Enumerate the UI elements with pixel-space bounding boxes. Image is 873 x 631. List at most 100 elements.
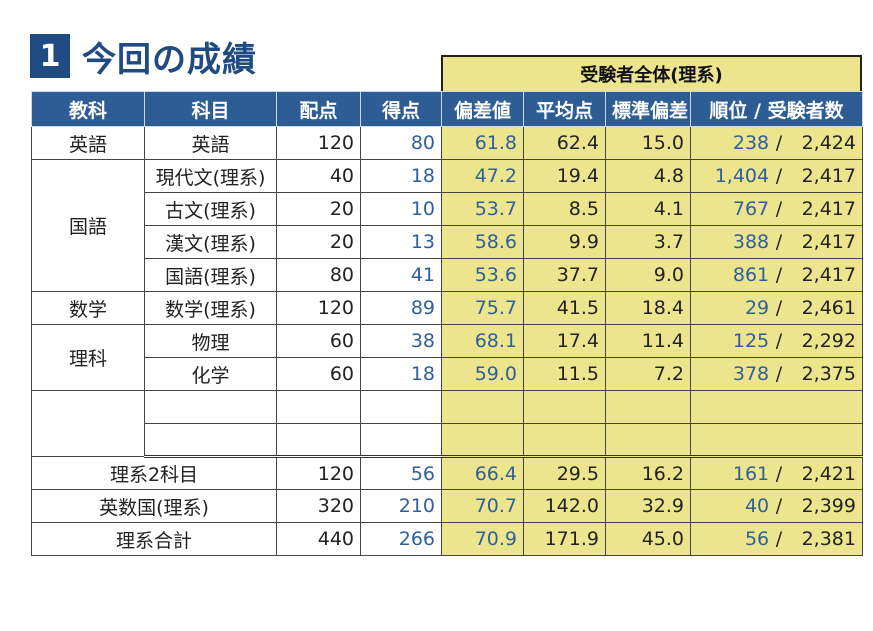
rank-value: 125 [732, 330, 770, 352]
rank-cell: 861 / 2,417 [690, 258, 863, 292]
average-cell: 171.9 [523, 522, 606, 556]
subject-cell: 理科 [31, 324, 145, 391]
course-cell: 英語 [144, 126, 277, 160]
examinee-count: 2,399 [801, 495, 856, 517]
deviation-cell: 47.2 [441, 159, 524, 193]
std-dev-cell: 45.0 [605, 522, 691, 556]
course-cell: 現代文(理系) [144, 159, 277, 193]
deviation-cell: 66.4 [441, 456, 524, 490]
col-score: 得点 [360, 91, 442, 127]
rank-cell: 40 / 2,399 [690, 489, 863, 523]
deviation-cell: 70.9 [441, 522, 524, 556]
section-number-badge: 1 [30, 34, 70, 78]
max-cell: 20 [276, 225, 361, 259]
total-label: 英数国(理系) [31, 489, 277, 523]
examinee-count: 2,421 [801, 462, 856, 485]
rank-cell: 388 / 2,417 [690, 225, 863, 259]
examinee-count: 2,461 [801, 297, 856, 319]
score-cell: 56 [360, 456, 442, 490]
max-cell: 120 [276, 126, 361, 160]
blank-cell [523, 390, 606, 424]
rank-value: 1,404 [714, 165, 770, 187]
rank-cell: 1,404 / 2,417 [690, 159, 863, 193]
rank-slash: / [775, 165, 783, 187]
total-row: 英数国(理系) 320 210 70.7 142.0 32.9 40 / 2,3… [31, 489, 863, 523]
blank-cell [144, 423, 277, 458]
average-cell: 41.5 [523, 291, 606, 325]
std-dev-cell: 4.8 [605, 159, 691, 193]
table-row: 理科 物理 60 38 68.1 17.4 11.4 125 / 2,292 [31, 324, 863, 391]
max-cell: 120 [276, 456, 361, 490]
std-dev-cell: 16.2 [605, 456, 691, 490]
score-cell: 18 [360, 357, 442, 391]
course-cell: 物理 [144, 324, 277, 358]
rank-cell: 56 / 2,381 [690, 522, 863, 556]
deviation-cell: 58.6 [441, 225, 524, 259]
rank-cell: 238 / 2,424 [690, 126, 863, 160]
average-cell: 9.9 [523, 225, 606, 259]
std-dev-cell: 15.0 [605, 126, 691, 160]
rank-slash: / [775, 528, 783, 550]
col-average: 平均点 [523, 91, 606, 127]
score-cell: 38 [360, 324, 442, 358]
rank-slash: / [775, 462, 783, 485]
average-cell: 29.5 [523, 456, 606, 490]
examinee-count: 2,417 [801, 264, 856, 286]
blank-cell [523, 423, 606, 458]
rank-cell: 125 / 2,292 [690, 324, 863, 358]
examinee-count: 2,424 [801, 132, 856, 154]
blank-row [31, 390, 863, 457]
average-cell: 62.4 [523, 126, 606, 160]
examinee-count: 2,375 [801, 363, 856, 385]
std-dev-cell: 3.7 [605, 225, 691, 259]
rank-value: 56 [744, 528, 770, 550]
score-cell: 41 [360, 258, 442, 292]
course-cell: 数学(理系) [144, 291, 277, 325]
max-cell: 440 [276, 522, 361, 556]
std-dev-cell: 9.0 [605, 258, 691, 292]
average-cell: 142.0 [523, 489, 606, 523]
score-cell: 10 [360, 192, 442, 226]
std-dev-cell: 32.9 [605, 489, 691, 523]
section-title-text: 今回の成績 [82, 39, 257, 80]
blank-cell [144, 390, 277, 424]
score-cell: 18 [360, 159, 442, 193]
blank-cell [690, 423, 863, 458]
rank-cell: 378 / 2,375 [690, 357, 863, 391]
max-cell: 60 [276, 357, 361, 391]
table-row: 化学 60 18 59.0 11.5 7.2 378 / 2,375 [32, 357, 863, 391]
col-max-score: 配点 [276, 91, 361, 127]
table-row: 国語(理系) 80 41 53.6 37.7 9.0 861 / 2,417 [32, 258, 863, 292]
rank-slash: / [775, 231, 783, 253]
grades-table: 教科 科目 配点 得点 偏差値 平均点 標準偏差 順位 / 受験者数 英語 英語… [31, 91, 863, 556]
rank-value: 40 [744, 495, 770, 517]
table-row: 数学 数学(理系) 120 89 75.7 41.5 18.4 29 / 2,4… [31, 291, 863, 325]
max-cell: 320 [276, 489, 361, 523]
examinee-count: 2,417 [801, 165, 856, 187]
blank-cell [276, 423, 361, 458]
table-row: 国語 現代文(理系) 40 18 47.2 19.4 4.8 1,404 / 2… [31, 159, 863, 292]
std-dev-cell: 4.1 [605, 192, 691, 226]
examinee-count: 2,417 [801, 198, 856, 220]
rank-slash: / [775, 264, 783, 286]
rank-cell: 29 / 2,461 [690, 291, 863, 325]
rank-slash: / [775, 495, 783, 517]
rank-cell: 767 / 2,417 [690, 192, 863, 226]
table-row: 漢文(理系) 20 13 58.6 9.9 3.7 388 / 2,417 [32, 225, 863, 259]
course-cell: 国語(理系) [144, 258, 277, 292]
section-title: 1 今回の成績 [30, 30, 257, 82]
average-cell: 17.4 [523, 324, 606, 358]
score-cell: 13 [360, 225, 442, 259]
max-cell: 40 [276, 159, 361, 193]
score-cell: 210 [360, 489, 442, 523]
rank-value: 388 [732, 231, 770, 253]
total-label: 理系合計 [31, 522, 277, 556]
course-cell: 漢文(理系) [144, 225, 277, 259]
col-rank: 順位 / 受験者数 [690, 91, 863, 127]
max-cell: 60 [276, 324, 361, 358]
total-row: 理系2科目 120 56 66.4 29.5 16.2 161 / 2,421 [31, 456, 863, 490]
col-deviation: 偏差値 [441, 91, 524, 127]
examinee-count: 2,417 [801, 231, 856, 253]
blank-cell [441, 423, 524, 458]
blank-cell [360, 390, 442, 424]
